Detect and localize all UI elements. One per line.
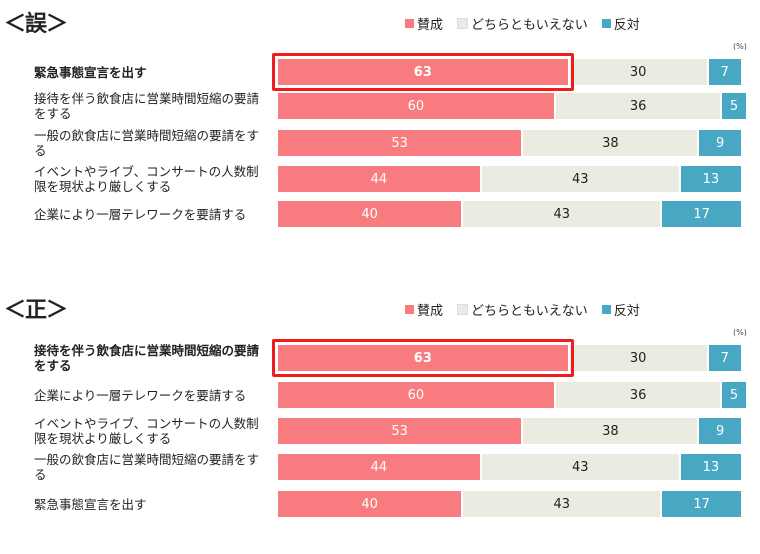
bar-segment: 9 [699,418,741,444]
legend: 賛成 どちらともいえない 反対 [405,300,640,319]
bar-segment: 5 [722,93,746,119]
bar-segment: 53 [278,130,522,156]
category-label: イベントやライブ、コンサートの人数制限を現状より厳しくする [34,164,259,194]
legend-swatch [405,19,414,28]
legend-label: 反対 [613,18,640,33]
legend-item: 賛成 [405,14,443,33]
bar-segment: 17 [662,491,741,517]
category-label: 接待を伴う飲食店に営業時間短縮の要請をする [34,343,260,373]
data-label: 44 [370,459,388,475]
highlight-box [272,53,574,91]
data-label: 7 [720,350,729,366]
highlight-box [272,339,574,377]
unit-label: (%) [733,42,747,51]
bar-segment: 7 [708,59,741,85]
bar-segment: 7 [708,345,741,371]
legend-item: 反対 [601,14,640,33]
bar-segment: 40 [278,201,462,227]
data-label: 13 [702,171,720,187]
category-label: 緊急事態宣言を出す [34,64,147,80]
bar-segment: 43 [481,454,679,480]
bar-segment: 44 [278,454,480,480]
data-label: 30 [629,350,647,366]
bar-segment: 43 [463,201,661,227]
legend: 賛成 どちらともいえない 反対 [405,14,640,33]
data-label: 43 [553,206,570,222]
legend-swatch [601,19,611,28]
category-label: 企業により一層テレワークを要請する [34,387,247,403]
data-label: 40 [361,496,378,512]
category-label: イベントやライブ、コンサートの人数制限を現状より厳しくする [34,416,259,446]
legend-item: どちらともいえない [457,14,588,33]
bar-segment: 5 [722,382,746,408]
data-label: 36 [629,387,647,403]
legend-swatch [457,18,469,29]
data-label: 63 [413,350,432,366]
data-label: 5 [729,387,739,403]
legend-swatch [457,304,469,315]
data-label: 30 [629,64,647,80]
data-label: 36 [629,98,647,114]
data-label: 43 [571,171,589,187]
bar-segment: 9 [699,130,741,156]
data-label: 60 [407,98,425,114]
legend-item: 賛成 [405,300,443,319]
data-label: 53 [391,135,408,151]
bar-segment: 36 [555,93,721,119]
data-label: 38 [602,135,619,151]
legend-label: 賛成 [417,18,444,33]
data-label: 5 [729,98,739,114]
bar-segment: 43 [463,491,661,517]
bar-segment: 60 [278,93,554,119]
chart-panel: ＜正＞ 賛成 どちらともいえない 反対 (%) 接待を伴う飲食店に営業時間短縮の要請をする… [0,286,760,554]
data-label: 53 [391,423,408,439]
chart-panel: ＜誤＞ 賛成 どちらともいえない 反対 (%) 緊急事態宣言を出す 63 30 7 接待を伴う飲食… [0,0,760,268]
data-label: 63 [413,64,432,80]
data-label: 17 [693,206,710,222]
data-label: 17 [693,496,710,512]
bar-segment: 36 [555,382,721,408]
bar-segment: 53 [278,418,522,444]
legend-label: どちらともいえない [471,304,588,319]
category-label: 一般の飲食店に営業時間短縮の要請をする [34,452,260,482]
data-label: 43 [553,496,570,512]
category-label: 企業により一層テレワークを要請する [34,206,247,222]
data-label: 40 [361,206,378,222]
chart-title: ＜誤＞ [4,12,68,37]
bar-segment: 63 [278,345,568,371]
bar-segment: 13 [680,454,741,480]
category-label: 接待を伴う飲食店に営業時間短縮の要請をする [34,91,260,121]
chart-title: ＜正＞ [4,298,68,323]
data-label: 7 [720,64,729,80]
data-label: 9 [716,135,725,151]
bar-segment: 38 [523,418,698,444]
legend-label: どちらともいえない [471,18,588,33]
legend-item: どちらともいえない [457,300,588,319]
legend-label: 反対 [613,304,640,319]
bar-segment: 38 [523,130,698,156]
legend-label: 賛成 [417,304,444,319]
category-label: 一般の飲食店に営業時間短縮の要請をする [34,128,260,158]
legend-item: 反対 [601,300,640,319]
legend-swatch [405,305,414,314]
bar-segment: 13 [680,166,741,192]
bar-segment: 44 [278,166,480,192]
unit-label: (%) [733,328,747,337]
bar-segment: 30 [569,345,707,371]
bar-segment: 63 [278,59,568,85]
bar-segment: 17 [662,201,741,227]
data-label: 13 [702,459,720,475]
data-label: 9 [716,423,725,439]
data-label: 60 [407,387,425,403]
bar-segment: 40 [278,491,462,517]
data-label: 38 [602,423,619,439]
legend-swatch [601,305,611,314]
bar-segment: 60 [278,382,554,408]
bar-segment: 30 [569,59,707,85]
bar-segment: 43 [481,166,679,192]
category-label: 緊急事態宣言を出す [34,496,147,512]
data-label: 43 [571,459,589,475]
data-label: 44 [370,171,388,187]
